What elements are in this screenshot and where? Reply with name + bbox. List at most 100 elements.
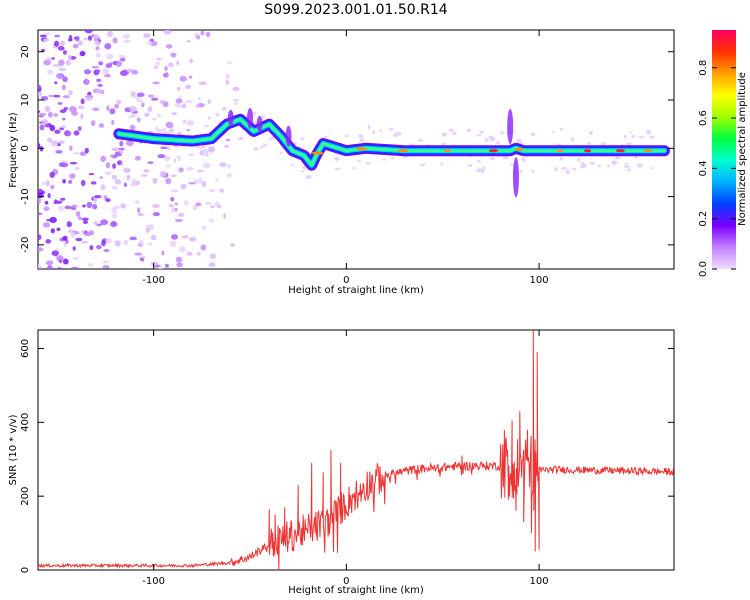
noise-blob <box>178 105 183 109</box>
colorbar-bar <box>712 30 736 269</box>
snr-y-tick-label: 400 <box>20 413 31 432</box>
noise-blob <box>352 167 357 170</box>
noise-blob <box>85 94 93 101</box>
noise-blob <box>42 38 51 42</box>
noise-blob <box>105 198 111 203</box>
noise-blob <box>82 204 86 208</box>
noise-blob <box>103 249 110 252</box>
noise-blob <box>72 152 81 155</box>
noise-blob <box>150 234 157 241</box>
noise-blob <box>600 142 606 147</box>
noise-blob <box>225 138 231 142</box>
noise-blob <box>90 120 96 127</box>
noise-blob <box>112 163 116 169</box>
noise-blob <box>72 43 79 49</box>
noise-blob <box>225 73 230 80</box>
noise-blob <box>93 221 98 226</box>
noise-blob <box>476 168 483 173</box>
noise-blob <box>69 106 77 113</box>
noise-blob <box>114 178 122 185</box>
noise-blob <box>63 107 69 111</box>
noise-blob <box>441 132 448 137</box>
noise-blob <box>178 167 184 173</box>
spectrogram-noise <box>38 30 655 269</box>
noise-blob <box>111 120 115 125</box>
colorbar-axes: 0.0 0.2 0.4 0.6 0.8 <box>698 60 736 277</box>
noise-blob <box>83 37 88 41</box>
noise-blob <box>197 97 201 101</box>
noise-blob <box>442 142 446 146</box>
noise-blob <box>111 185 118 190</box>
noise-blob <box>75 237 83 242</box>
noise-blob <box>516 138 522 143</box>
noise-blob <box>42 222 51 228</box>
noise-blob <box>115 60 123 67</box>
noise-blob <box>84 232 93 236</box>
noise-blob <box>559 156 563 161</box>
snr-y-label: SNR (10 * v/v) <box>8 414 19 485</box>
noise-blob <box>268 138 275 141</box>
noise-blob <box>157 154 166 159</box>
noise-blob <box>95 52 101 58</box>
noise-blob <box>86 201 93 209</box>
snr-x-label: Height of straight line (km) <box>288 585 424 596</box>
noise-blob <box>170 189 179 193</box>
noise-blob <box>143 169 150 173</box>
noise-blob <box>109 154 116 158</box>
noise-blob <box>334 158 341 161</box>
noise-blob <box>71 111 78 116</box>
noise-blob <box>116 99 122 104</box>
noise-blob <box>196 252 201 256</box>
noise-blob <box>93 39 98 45</box>
noise-blob <box>50 142 58 147</box>
spectrogram-y-tick-label: 0 <box>20 145 31 151</box>
noise-blob <box>624 165 630 168</box>
noise-blob <box>52 64 61 67</box>
noise-blob <box>168 203 174 208</box>
noise-blob <box>129 236 137 241</box>
noise-blob <box>95 46 100 51</box>
ridge-peak <box>444 149 451 153</box>
noise-blob <box>180 183 187 190</box>
noise-blob <box>147 94 155 98</box>
noise-blob <box>210 205 215 209</box>
noise-blob <box>651 166 655 170</box>
snr-line-group <box>38 330 674 570</box>
colorbar-tick-label: 0.0 <box>698 261 709 277</box>
noise-blob <box>120 57 126 62</box>
snr-y-tick-label: 200 <box>20 487 31 506</box>
noise-blob <box>47 111 53 118</box>
noise-blob <box>100 184 106 190</box>
noise-blob <box>156 57 162 61</box>
noise-blob <box>105 162 111 169</box>
noise-blob <box>136 98 144 103</box>
noise-blob <box>102 260 110 264</box>
noise-blob <box>279 151 283 154</box>
noise-blob <box>161 250 165 256</box>
noise-blob <box>65 129 69 136</box>
ridge-peak <box>355 147 368 151</box>
noise-blob <box>201 225 207 230</box>
noise-blob <box>631 134 636 139</box>
spectrogram-y-tick-label: -20 <box>20 237 31 253</box>
noise-blob <box>372 130 376 135</box>
noise-blob <box>152 118 157 121</box>
noise-blob <box>120 203 127 209</box>
noise-blob <box>144 112 150 117</box>
noise-blob <box>57 102 63 105</box>
noise-blob <box>130 91 136 98</box>
noise-blob <box>160 146 168 150</box>
noise-blob <box>111 221 116 226</box>
spectrogram-y-tick-label: -10 <box>20 188 31 204</box>
noise-blob <box>209 253 217 259</box>
noise-blob <box>89 245 94 251</box>
noise-blob <box>222 106 226 111</box>
noise-blob <box>58 67 67 72</box>
noise-blob <box>624 134 627 139</box>
noise-blob <box>565 169 570 175</box>
noise-blob <box>47 192 51 199</box>
noise-blob <box>46 137 53 143</box>
ridge-blob <box>256 115 263 132</box>
